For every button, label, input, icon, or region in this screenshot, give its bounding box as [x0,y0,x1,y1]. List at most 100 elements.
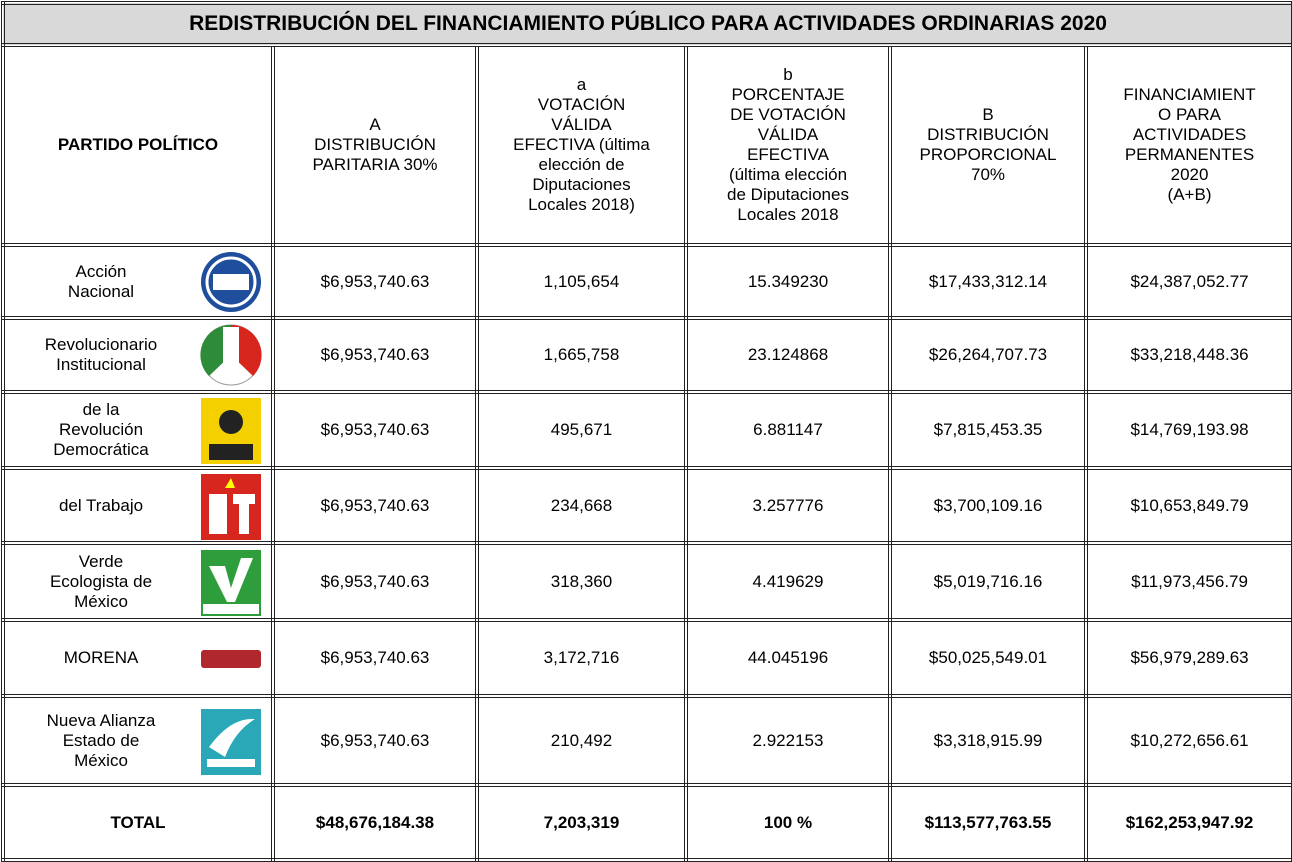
value-cell: $3,700,109.16 [888,466,1088,545]
text-line: Diputaciones [532,175,631,194]
value-cell: $56,979,289.63 [1083,618,1292,698]
value-cell: 23.124868 [684,316,892,394]
header-cell: B DISTRIBUCIÓN PROPORCIONAL 70% [888,43,1088,247]
text-line: Nueva Alianza [46,710,156,730]
text-line: VOTACIÓN [537,95,626,114]
value-cell: 6.881147 [684,390,892,470]
party: Acción Nacional [5,248,271,316]
text-line: O PARA [1158,105,1222,124]
party-name: Verde Ecologista de México [11,552,191,612]
header-row: PARTIDO POLÍTICO A DISTRIBUCIÓN PARITARIA 3… [1,43,1292,247]
text-line: PROPORCIONAL [919,145,1057,164]
header-cell: PARTIDO POLÍTICO [1,43,275,247]
header-cell: b PORCENTAJE DE VOTACIÓN VÁLIDA EFECTIVA (últ… [684,43,892,247]
value-cell: 4.419629 [684,541,892,622]
value-cell: $6,953,740.63 [271,466,479,545]
text-line: DE VOTACIÓN [730,105,846,124]
party-cell: MORENA [1,618,275,698]
text-line: Revolución [58,420,144,439]
text-line: PARTIDO POLÍTICO [57,135,219,154]
text-line: EFECTIVA [747,145,829,164]
total-cell: 7,203,319 [475,783,688,862]
text-line: PERMANENTES [1124,145,1255,164]
party: Verde Ecologista de México [5,548,271,616]
value-cell: $14,769,193.98 [1083,390,1292,470]
text-line: (última elección [728,165,848,184]
value-cell: $26,264,707.73 [888,316,1088,394]
text-line: Ecologista de [49,571,153,591]
text-line: DISTRIBUCIÓN [927,125,1049,144]
text-line: PORCENTAJE [731,85,845,104]
value-cell: $6,953,740.63 [271,390,479,470]
value-cell: 44.045196 [684,618,892,698]
party-logo [201,549,261,616]
text-line: MORENA [63,648,139,667]
party-logo [201,473,261,540]
value-cell: 234,668 [475,466,688,545]
total-cell: TOTAL [1,783,275,862]
text-line: Nacional [67,281,135,301]
total-cell: $162,253,947.92 [1083,783,1292,862]
party-cell: Verde Ecologista de México [1,541,275,622]
party: de la Revolución Democrática [5,396,271,464]
value-cell: $10,653,849.79 [1083,466,1292,545]
text-line: Democrática [53,440,149,459]
text-line: de la [82,400,120,419]
text-line: México [74,750,128,770]
value-cell: 15.349230 [684,243,892,320]
text-line: Estado de [62,730,140,750]
text-line: ACTIVIDADES [1132,125,1247,144]
value-cell: $7,815,453.35 [888,390,1088,470]
text-line: Institucional [56,355,146,374]
total-row: TOTAL $48,676,184.38 7,203,319 100 % $113,57… [1,783,1292,862]
party-name: de la Revolución Democrática [11,400,191,460]
party: MORENA [5,624,271,692]
party-row: Revolucionario Institucional $6,953,740.63… [1,316,1292,394]
value-cell: 3.257776 [684,466,892,545]
value-cell: $5,019,716.16 [888,541,1088,622]
title-row: REDISTRIBUCIÓN DEL FINANCIAMIENTO PÚBLIC… [0,1,1292,47]
text-line: México [74,591,128,611]
party-cell: de la Revolución Democrática [1,390,275,470]
value-cell: $11,973,456.79 [1083,541,1292,622]
party-row: del Trabajo $6,953,740.63 234,668 3.257776 $… [1,466,1292,545]
value-cell: 318,360 [475,541,688,622]
party-logo [201,398,261,464]
party-row: Acción Nacional $6,953,740.63 1,105,654 15.3… [1,243,1292,320]
value-cell: $6,953,740.63 [271,541,479,622]
value-cell: $3,318,915.99 [888,694,1088,787]
text-line: FINANCIAMIENT [1123,85,1256,104]
text-line: de Diputaciones [727,185,849,204]
text-line: VÁLIDA [551,115,612,134]
text-line: b [783,65,793,84]
party-name: Acción Nacional [11,262,191,302]
text-line: Locales 2018) [528,195,635,214]
party-cell: Revolucionario Institucional [1,316,275,394]
text-line: 70% [970,165,1006,184]
party-logo [201,251,261,312]
text-line: VÁLIDA [757,125,819,144]
text-line: elección de [538,155,625,174]
text-line: del Trabajo [58,495,144,515]
text-line: Acción [75,261,127,281]
party-row: Nueva Alianza Estado de México $6,953,740.6… [1,694,1292,787]
party-name: MORENA [11,648,191,668]
text-line: EFECTIVA (última [513,135,650,154]
total-cell: 100 % [684,783,892,862]
value-cell: 1,665,758 [475,316,688,394]
party: del Trabajo [5,472,271,540]
header-cell: a VOTACIÓN VÁLIDA EFECTIVA (última elección … [475,43,688,247]
value-cell: $50,025,549.01 [888,618,1088,698]
party-logo [201,650,261,668]
text-line: 2020 [1170,165,1209,184]
value-cell: $6,953,740.63 [271,243,479,320]
text-line: DISTRIBUCIÓN [314,135,436,154]
text-line: (A+B) [1167,185,1212,204]
party-cell: del Trabajo [1,466,275,545]
total-cell: $48,676,184.38 [271,783,479,862]
party-cell: Acción Nacional [1,243,275,320]
party: Nueva Alianza Estado de México [5,707,271,775]
value-cell: 495,671 [475,390,688,470]
